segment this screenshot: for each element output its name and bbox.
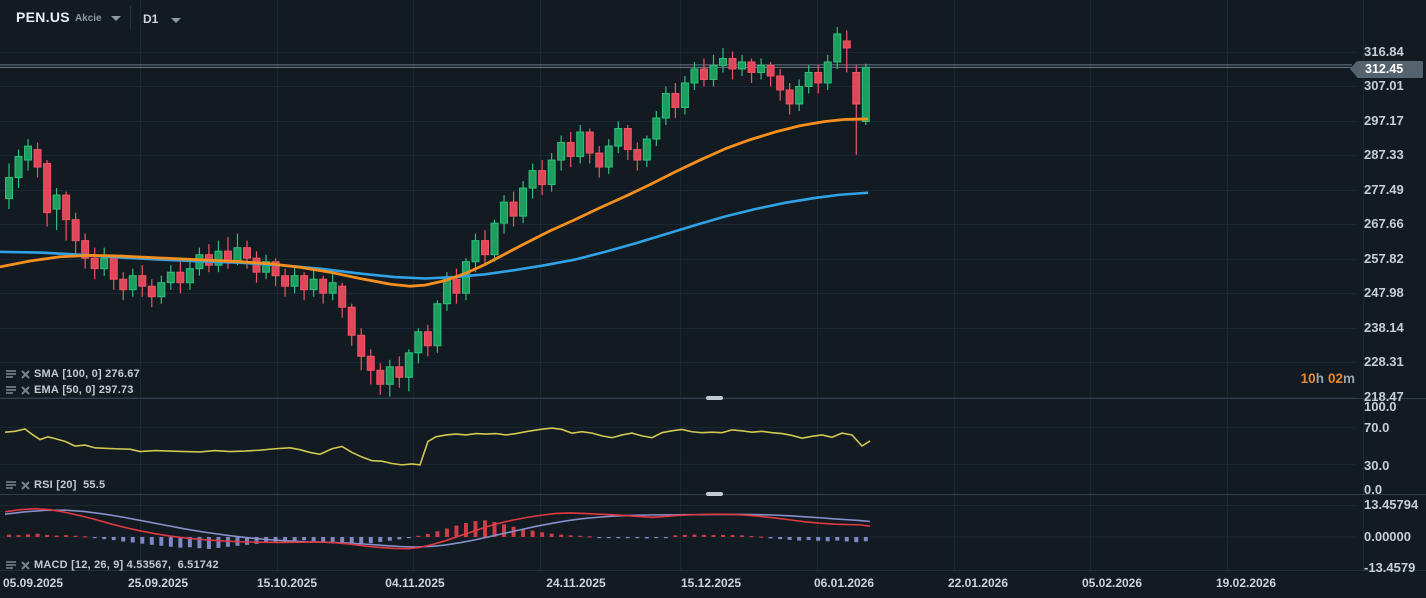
time-axis-label: 05.02.2026 — [1081, 576, 1143, 590]
indicator-value: 55.5 — [83, 479, 106, 491]
chevron-down-icon — [171, 17, 182, 23]
time-axis-label: 04.11.2025 — [385, 576, 445, 590]
indicator-value: 4.53567, 6.51742 — [126, 559, 219, 571]
price-axis-label: 247.98 — [1364, 285, 1404, 300]
indicator-settings-icon[interactable] — [5, 385, 17, 395]
sma-indicator-row: SMA [100, 0] 276.67 — [5, 367, 140, 381]
indicator-close-icon[interactable] — [21, 385, 30, 395]
time-axis-label: 05.09.2025 — [2, 576, 64, 590]
price-axis-label: 257.82 — [1364, 251, 1404, 266]
header-divider — [130, 6, 131, 29]
rsi-axis-label: 70.0 — [1364, 420, 1390, 435]
indicator-name: RSI — [34, 479, 53, 491]
time-axis-label: 15.12.2025 — [680, 576, 742, 590]
indicator-value: 297.73 — [98, 384, 134, 396]
timeframe-label: D1 — [143, 12, 159, 26]
price-axis-label: 307.01 — [1364, 78, 1404, 93]
indicator-close-icon[interactable] — [21, 369, 30, 379]
price-axis-label: 228.31 — [1364, 354, 1404, 369]
price-axis-label: 267.66 — [1364, 216, 1404, 231]
countdown-hours-unit: h — [1315, 371, 1324, 386]
symbol-selector[interactable]: PEN.US Akcie — [16, 9, 121, 25]
rsi-axis-label: 0.0 — [1364, 482, 1383, 497]
macd-axis-label: -13.4579 — [1364, 560, 1416, 575]
indicator-params: [20] — [56, 479, 77, 491]
price-axis[interactable]: 316.84 307.01 297.17 287.33 277.49 267.66 257.… — [1364, 0, 1426, 575]
countdown-minutes: 02 — [1327, 371, 1343, 386]
chevron-down-icon — [110, 15, 121, 21]
current-price-value: 312.45 — [1365, 62, 1404, 76]
instrument-type-label: Akcie — [74, 12, 102, 24]
timeframe-selector[interactable]: D1 — [143, 12, 182, 26]
time-axis-label: 15.10.2025 — [256, 576, 318, 590]
indicator-settings-icon[interactable] — [5, 560, 17, 570]
indicator-close-icon[interactable] — [21, 480, 30, 490]
indicator-name: EMA — [34, 384, 60, 396]
indicator-value: 276.67 — [105, 368, 140, 380]
rsi-axis-label: 100.0 — [1364, 399, 1397, 414]
macd-indicator-row: MACD [12, 26, 9] 4.53567, 6.51742 — [5, 558, 219, 572]
rsi-indicator-row: RSI [20] 55.5 — [5, 478, 105, 492]
time-axis-label: 19.02.2026 — [1215, 576, 1277, 590]
ema-indicator-row: EMA [50, 0] 297.73 — [5, 383, 134, 397]
indicator-name: MACD — [34, 559, 68, 571]
indicator-settings-icon[interactable] — [5, 480, 17, 490]
time-axis-label: 25.09.2025 — [127, 576, 189, 590]
current-price-tag: 312.45 — [1350, 61, 1423, 78]
time-axis-label: 06.01.2026 — [813, 576, 875, 590]
indicator-params: [50, 0] — [62, 384, 96, 396]
macd-axis-label: 13.45794 — [1364, 497, 1419, 512]
price-axis-label: 316.84 — [1364, 44, 1404, 59]
indicator-settings-icon[interactable] — [5, 369, 17, 379]
countdown-hours: 10 — [1300, 371, 1316, 386]
price-axis-label: 277.49 — [1364, 182, 1404, 197]
indicator-params: [12, 26, 9] — [71, 559, 124, 571]
time-axis-label: 24.11.2025 — [546, 576, 606, 590]
rsi-axis-label: 30.0 — [1364, 458, 1390, 473]
time-axis-label: 22.01.2026 — [947, 576, 1009, 590]
price-axis-label: 297.17 — [1364, 113, 1404, 128]
indicator-close-icon[interactable] — [21, 560, 30, 570]
symbol-name: PEN.US — [16, 9, 70, 25]
price-axis-label: 238.14 — [1364, 320, 1404, 335]
macd-panel-resize-handle[interactable] — [706, 492, 723, 496]
candle-countdown: 10h 02m — [1230, 371, 1355, 386]
indicator-params: [100, 0] — [62, 368, 102, 380]
price-axis-label: 287.33 — [1364, 147, 1404, 162]
price-axis-label: 218.47 — [1364, 389, 1404, 404]
indicator-name: SMA — [34, 368, 60, 380]
rsi-panel-resize-handle[interactable] — [706, 396, 723, 400]
countdown-minutes-unit: m — [1342, 371, 1355, 386]
macd-axis-label: 0.00000 — [1364, 529, 1411, 544]
